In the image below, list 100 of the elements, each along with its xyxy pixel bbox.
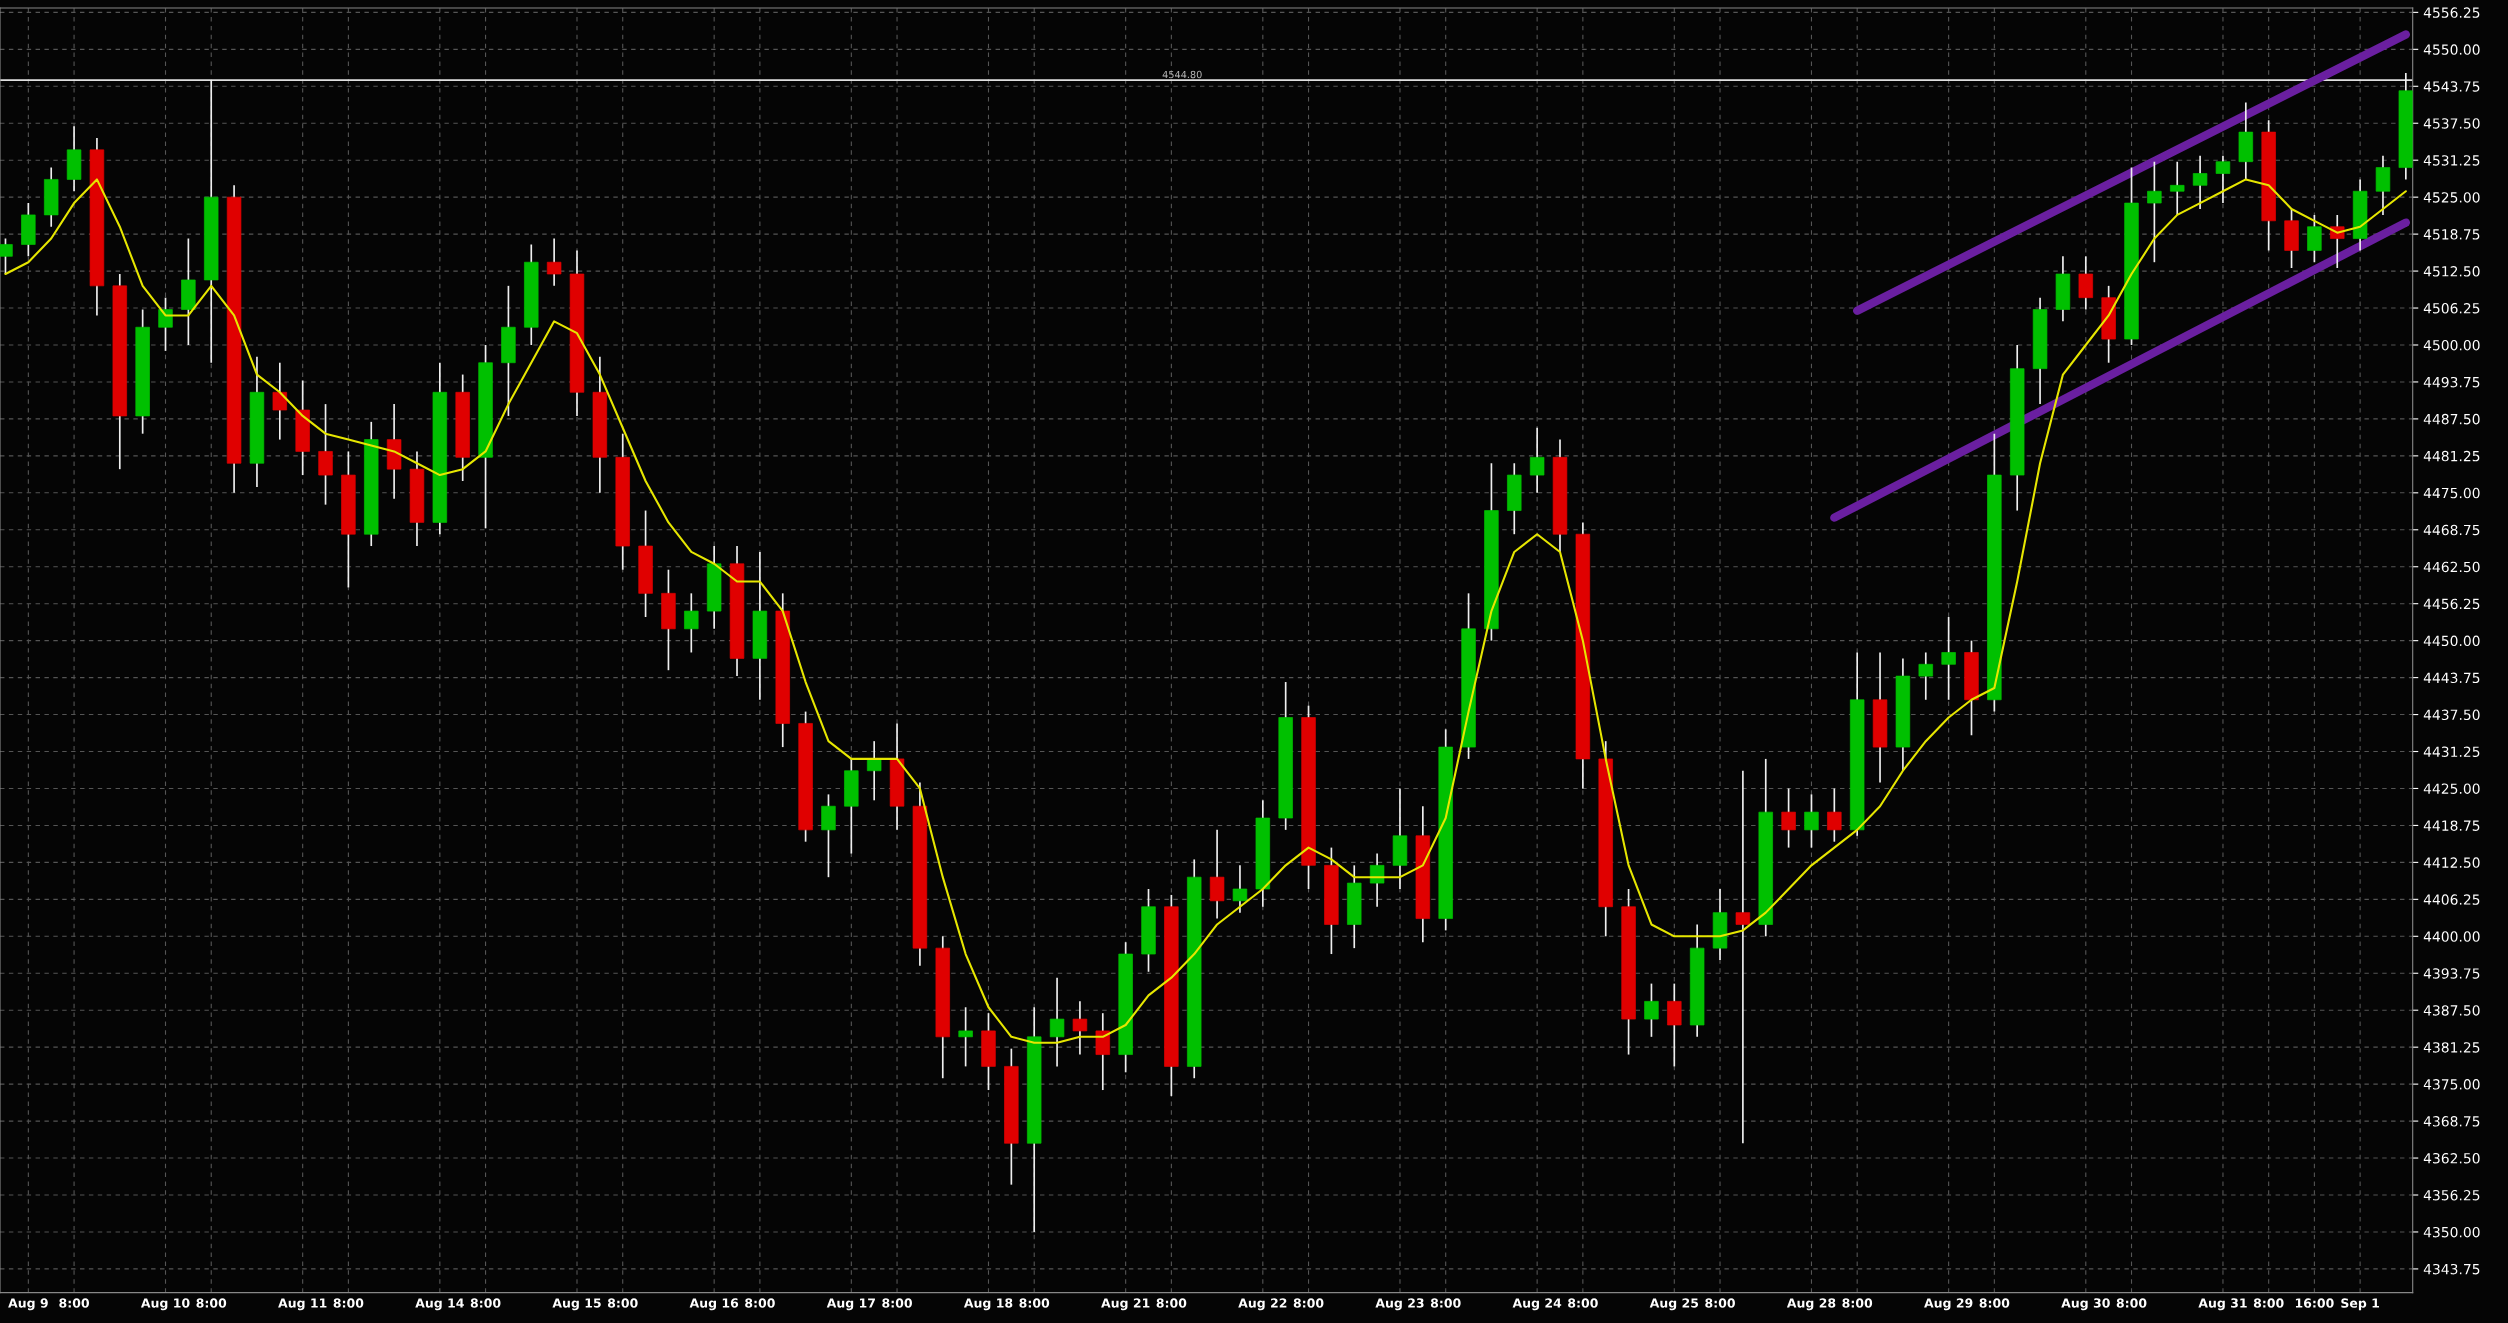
candlestick bbox=[1735, 769, 1751, 1145]
candlestick bbox=[0, 237, 13, 275]
candlestick bbox=[1232, 864, 1248, 914]
x-tick-label: Aug 17 bbox=[826, 1298, 875, 1311]
y-tick-label: 4431.25 bbox=[2423, 746, 2480, 757]
x-tick-label: Aug 18 bbox=[963, 1298, 1013, 1311]
x-tick-label: Aug 14 bbox=[415, 1298, 464, 1311]
y-tick-label: 4556.25 bbox=[2423, 7, 2480, 18]
y-tick-label: 4493.75 bbox=[2423, 376, 2480, 388]
candlestick bbox=[1095, 1012, 1110, 1091]
x-tick-label: Aug 21 bbox=[1101, 1298, 1150, 1311]
x-tick-label: Aug 10 bbox=[140, 1298, 190, 1311]
x-tick-label: 8:00 bbox=[59, 1298, 90, 1308]
candlestick bbox=[684, 592, 699, 654]
y-tick-label: 4412.50 bbox=[2423, 857, 2480, 868]
y-tick-label: 4362.50 bbox=[2423, 1153, 2480, 1164]
candlestick bbox=[1529, 426, 1545, 494]
candlestick bbox=[2192, 154, 2208, 210]
y-tick-label: 4550.00 bbox=[2423, 44, 2480, 55]
line-series bbox=[4, 178, 2407, 1044]
y-tick-label: 4418.75 bbox=[2423, 820, 2480, 831]
x-tick-label: 8:00 bbox=[1842, 1298, 1873, 1308]
x-tick-label: 8:00 bbox=[2116, 1298, 2147, 1308]
y-tick-label: 4425.00 bbox=[2423, 783, 2480, 794]
ref-line-label: 4544.80 bbox=[1162, 70, 1202, 79]
candlestick bbox=[1781, 787, 1796, 849]
candlestick bbox=[1667, 982, 1682, 1068]
x-tick-label: Aug 16 bbox=[689, 1298, 739, 1311]
y-tick-label: 4468.75 bbox=[2423, 524, 2480, 536]
y-tick-label: 4400.00 bbox=[2423, 931, 2480, 942]
y-tick-label: 4456.25 bbox=[2423, 598, 2480, 610]
x-tick-label: 8:00 bbox=[1156, 1298, 1187, 1308]
x-tick-label: 8:00 bbox=[2253, 1298, 2284, 1308]
x-tick-label: Aug 28 bbox=[1786, 1298, 1836, 1311]
x-tick-label: Aug 15 bbox=[552, 1298, 601, 1311]
candlestick bbox=[318, 403, 333, 506]
x-tick-label: 8:00 bbox=[1430, 1298, 1461, 1308]
y-tick-label: 4506.25 bbox=[2423, 303, 2480, 314]
x-tick-label: 16:00 bbox=[2295, 1298, 2334, 1308]
y-tick-label: 4450.00 bbox=[2423, 635, 2480, 647]
x-tick-label: 8:00 bbox=[1979, 1298, 2010, 1308]
y-tick-label: 4487.50 bbox=[2423, 413, 2480, 425]
y-tick-label: 4375.00 bbox=[2423, 1079, 2480, 1090]
candlestick bbox=[2078, 255, 2093, 311]
y-tick-label: 4475.00 bbox=[2423, 487, 2480, 499]
candlestick bbox=[1049, 976, 1065, 1068]
x-tick-label: Aug 23 bbox=[1375, 1298, 1424, 1311]
candlestick bbox=[1644, 982, 1659, 1038]
candlestick bbox=[821, 793, 836, 879]
candlestick bbox=[958, 1006, 973, 1068]
candlestick bbox=[2215, 154, 2231, 204]
candlestick bbox=[1827, 787, 1842, 843]
x-tick-label: Aug 30 bbox=[2061, 1298, 2110, 1311]
x-tick-label: Aug 9 bbox=[8, 1298, 48, 1311]
y-tick-label: 4525.00 bbox=[2423, 192, 2480, 203]
y-tick-label: 4443.75 bbox=[2423, 672, 2480, 684]
candlestick bbox=[272, 361, 288, 441]
x-tick-label: Sep 1 bbox=[2341, 1298, 2379, 1311]
y-tick-label: 4518.75 bbox=[2423, 229, 2480, 240]
y-tick-label: 4531.25 bbox=[2423, 155, 2480, 166]
candlestick bbox=[1072, 1000, 1088, 1056]
x-tick-label: 8:00 bbox=[1568, 1298, 1598, 1308]
x-tick-label: Aug 31 bbox=[2198, 1298, 2247, 1311]
candlestick bbox=[866, 740, 882, 802]
candlestick bbox=[2170, 160, 2185, 216]
candlestick bbox=[1941, 616, 1956, 701]
candlestick bbox=[546, 237, 562, 287]
y-tick-label: 4381.25 bbox=[2423, 1042, 2480, 1053]
y-tick-label: 4500.00 bbox=[2423, 339, 2480, 351]
x-tick-label: Aug 29 bbox=[1924, 1298, 1973, 1311]
y-tick-label: 4537.50 bbox=[2423, 118, 2480, 129]
x-tick-label: 8:00 bbox=[1019, 1298, 1050, 1308]
candlestick bbox=[1369, 852, 1385, 908]
candlestick bbox=[1918, 651, 1933, 701]
y-tick-label: 4462.50 bbox=[2423, 561, 2480, 573]
x-tick-label: Aug 11 bbox=[278, 1298, 327, 1311]
y-tick-label: 4387.50 bbox=[2423, 1005, 2480, 1016]
x-tick-label: 8:00 bbox=[745, 1298, 775, 1308]
candlestick bbox=[1209, 829, 1225, 920]
candlestick bbox=[158, 296, 173, 352]
x-tick-label: 8:00 bbox=[1293, 1298, 1324, 1308]
candlestick bbox=[2307, 214, 2322, 264]
y-tick-label: 4543.75 bbox=[2423, 81, 2480, 92]
y-tick-label: 4350.00 bbox=[2423, 1226, 2480, 1238]
candlestick bbox=[2147, 160, 2162, 264]
y-tick-label: 4368.75 bbox=[2423, 1116, 2480, 1127]
x-tick-label: 8:00 bbox=[196, 1298, 227, 1308]
x-tick-label: Aug 24 bbox=[1512, 1298, 1562, 1311]
x-tick-label: 8:00 bbox=[1705, 1298, 1735, 1308]
x-tick-label: Aug 25 bbox=[1649, 1298, 1699, 1311]
y-tick-label: 4512.50 bbox=[2423, 266, 2480, 277]
x-tick-label: 8:00 bbox=[882, 1298, 912, 1308]
candlestick bbox=[2375, 154, 2391, 216]
candlestick bbox=[1804, 793, 1819, 849]
y-tick-label: 4393.75 bbox=[2423, 968, 2480, 979]
x-tick-label: Aug 22 bbox=[1238, 1298, 1287, 1311]
x-tick-label: 8:00 bbox=[607, 1298, 638, 1308]
x-tick-label: 8:00 bbox=[333, 1298, 364, 1308]
x-tick-label: 8:00 bbox=[470, 1298, 501, 1308]
y-tick-label: 4343.75 bbox=[2423, 1263, 2480, 1275]
